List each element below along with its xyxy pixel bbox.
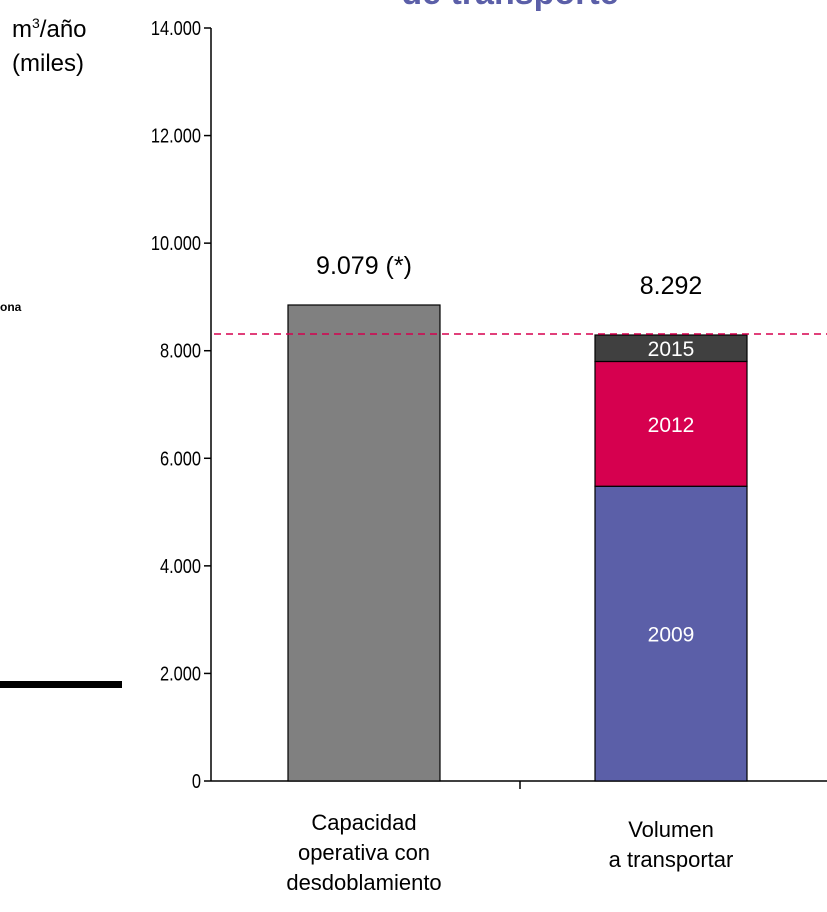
bar-segment-label: 2012 <box>648 414 695 437</box>
chart-title: de transporte <box>300 0 720 13</box>
y-tick-label: 12.000 <box>151 124 201 147</box>
x-category-label-line: desdoblamiento <box>286 870 442 895</box>
bar-total-label: 8.292 <box>639 272 703 300</box>
x-category-label-line: a transportar <box>608 847 734 872</box>
y-axis-unit-label: m3/año (miles) <box>12 6 87 81</box>
x-category-label: Volumen a transportar <box>551 815 791 875</box>
x-category-label-line: operativa con <box>297 840 431 865</box>
y-axis-unit-rest: /año <box>39 16 87 43</box>
y-axis-unit-scale: (miles) <box>12 50 84 77</box>
y-tick-label: 8.000 <box>160 339 201 362</box>
bar-segment <box>594 485 748 782</box>
cropped-side-label: ona <box>0 300 22 314</box>
y-tick-label: 14.000 <box>151 16 201 39</box>
y-tick-label: 2.000 <box>160 662 201 685</box>
bar-segment <box>287 304 441 782</box>
y-axis-unit-exponent: 3 <box>32 15 40 31</box>
y-tick-label: 4.000 <box>160 554 201 577</box>
x-category-label-line: Capacidad <box>311 810 417 835</box>
bar-segment-label: 2015 <box>648 338 695 361</box>
bar-segment-label: 2009 <box>648 624 695 647</box>
x-category-label: Capacidad operativa con desdoblamiento <box>244 808 484 898</box>
bar-segment <box>594 334 748 363</box>
y-axis-unit-m: m <box>12 16 32 43</box>
y-tick-label: 0 <box>192 769 201 792</box>
y-tick-label: 6.000 <box>160 447 201 470</box>
bar-total-label: 9.079 (*) <box>316 252 412 280</box>
y-tick-label: 10.000 <box>151 232 201 255</box>
bar-segment <box>594 360 748 487</box>
side-rule <box>0 681 122 688</box>
x-category-label-line: Volumen <box>628 817 714 842</box>
